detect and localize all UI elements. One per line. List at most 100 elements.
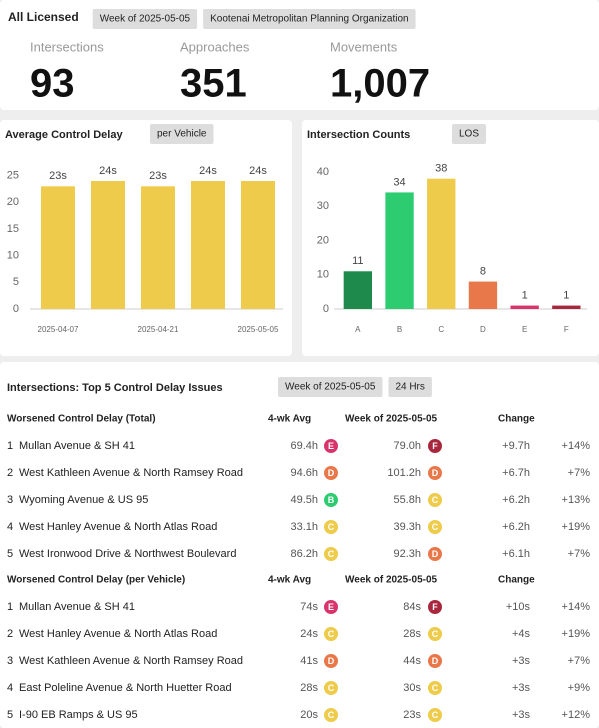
grade-badge (428, 600, 442, 614)
grade-label: C (432, 710, 439, 720)
x-tick-label: F (564, 325, 569, 334)
grade-label: E (328, 441, 334, 451)
kpi-value: 93 (30, 62, 75, 106)
bar (552, 305, 581, 309)
y-tick-label: 10 (317, 269, 329, 281)
intersection-name[interactable]: East Poleline Avenue & North Huetter Roa… (19, 682, 232, 694)
change-value: +3s (512, 655, 531, 667)
grade-badge (428, 493, 442, 507)
intersection-name[interactable]: Mullan Avenue & SH 41 (19, 440, 135, 452)
intersection-name[interactable]: West Ironwood Drive & Northwest Boulevar… (19, 548, 236, 560)
rank: 2 (7, 467, 13, 479)
intersection-name[interactable]: Mullan Avenue & SH 41 (19, 601, 135, 613)
change-pct: +7% (568, 548, 591, 560)
grade-badge (428, 520, 442, 534)
intersection-name[interactable]: West Kathleen Avenue & North Ramsey Road (19, 467, 243, 479)
rank: 4 (7, 682, 13, 694)
grade-label: C (432, 522, 439, 532)
change-pct: +19% (562, 628, 591, 640)
rank: 3 (7, 494, 13, 506)
tag-label: 24 Hrs (395, 382, 424, 393)
column-header: Worsened Control Delay (per Vehicle) (7, 575, 185, 586)
x-tick-label: 2025-04-07 (38, 325, 79, 334)
grade-label: F (432, 441, 438, 451)
grade-label: D (432, 549, 439, 559)
tag[interactable] (452, 124, 487, 144)
y-tick-label: 30 (317, 200, 329, 212)
change-value: +3s (512, 682, 531, 694)
y-tick-label: 5 (13, 276, 19, 288)
week-value: 101.2h (387, 467, 421, 479)
y-tick-label: 40 (317, 166, 329, 178)
avg-value: 24s (300, 628, 318, 640)
change-value: +6.2h (502, 494, 530, 506)
week-value: 23s (403, 709, 421, 721)
intersection-name[interactable]: West Hanley Avenue & North Atlas Road (19, 628, 217, 640)
table-panel (0, 362, 599, 728)
column-header: Change (498, 575, 535, 586)
change-value: +3s (512, 709, 531, 721)
x-tick-label: 2025-04-21 (138, 325, 179, 334)
bar (141, 186, 175, 309)
x-tick-label: A (355, 325, 361, 334)
column-header: Worsened Control Delay (Total) (7, 414, 156, 425)
intersection-name[interactable]: West Hanley Avenue & North Atlas Road (19, 521, 217, 533)
avg-value: 28s (300, 682, 318, 694)
value-label: 23s (49, 170, 67, 182)
grade-badge (428, 708, 442, 722)
y-tick-label: 0 (323, 303, 329, 315)
tag-label: per Vehicle (157, 129, 207, 140)
x-tick-label: C (438, 325, 444, 334)
intersection-name[interactable]: I-90 EB Ramps & US 95 (19, 709, 138, 721)
tag-label: Week of 2025-05-05 (100, 14, 191, 25)
tag[interactable] (388, 377, 432, 397)
rank: 3 (7, 655, 13, 667)
grade-label: E (328, 602, 334, 612)
grade-label: C (328, 710, 335, 720)
tag[interactable] (203, 9, 416, 29)
x-tick-label: B (397, 325, 402, 334)
intersection-name[interactable]: West Kathleen Avenue & North Ramsey Road (19, 655, 243, 667)
avg-value: 74s (300, 601, 318, 613)
x-tick-label: 2025-05-05 (238, 325, 279, 334)
intersection-name[interactable]: Wyoming Avenue & US 95 (19, 494, 148, 506)
grade-label: D (432, 656, 439, 666)
grade-label: D (328, 656, 335, 666)
kpi-value: 1,007 (330, 62, 430, 106)
rank: 5 (7, 548, 13, 560)
bar (191, 181, 225, 309)
grade-badge (324, 547, 338, 561)
grade-badge (324, 681, 338, 695)
y-tick-label: 25 (7, 170, 19, 182)
grade-badge (428, 466, 442, 480)
grade-badge (428, 654, 442, 668)
change-value: +4s (512, 628, 531, 640)
grade-label: F (432, 602, 438, 612)
kpi-value: 351 (180, 62, 247, 106)
value-label: 8 (480, 265, 486, 277)
change-value: +10s (506, 601, 531, 613)
kpi-label: Movements (330, 39, 398, 54)
change-pct: +13% (562, 494, 591, 506)
rank: 1 (7, 601, 13, 613)
avg-value: 94.6h (290, 467, 318, 479)
tag-label: Kootenai Metropolitan Planning Organizat… (210, 14, 408, 25)
grade-label: B (328, 495, 335, 505)
value-label: 34 (393, 176, 405, 188)
change-pct: +14% (562, 440, 591, 452)
week-value: 30s (403, 682, 421, 694)
chart-title: Intersection Counts (307, 129, 410, 141)
avg-value: 33.1h (290, 521, 318, 533)
change-pct: +7% (568, 655, 591, 667)
y-tick-label: 10 (7, 250, 19, 262)
tag[interactable] (278, 377, 383, 397)
tag[interactable] (150, 124, 214, 144)
week-value: 39.3h (393, 521, 421, 533)
value-label: 23s (149, 170, 167, 182)
tag[interactable] (92, 9, 198, 29)
bar (468, 281, 498, 309)
chart-title: Average Control Delay (5, 129, 123, 141)
change-value: +6.2h (502, 521, 530, 533)
week-value: 92.3h (393, 548, 421, 560)
